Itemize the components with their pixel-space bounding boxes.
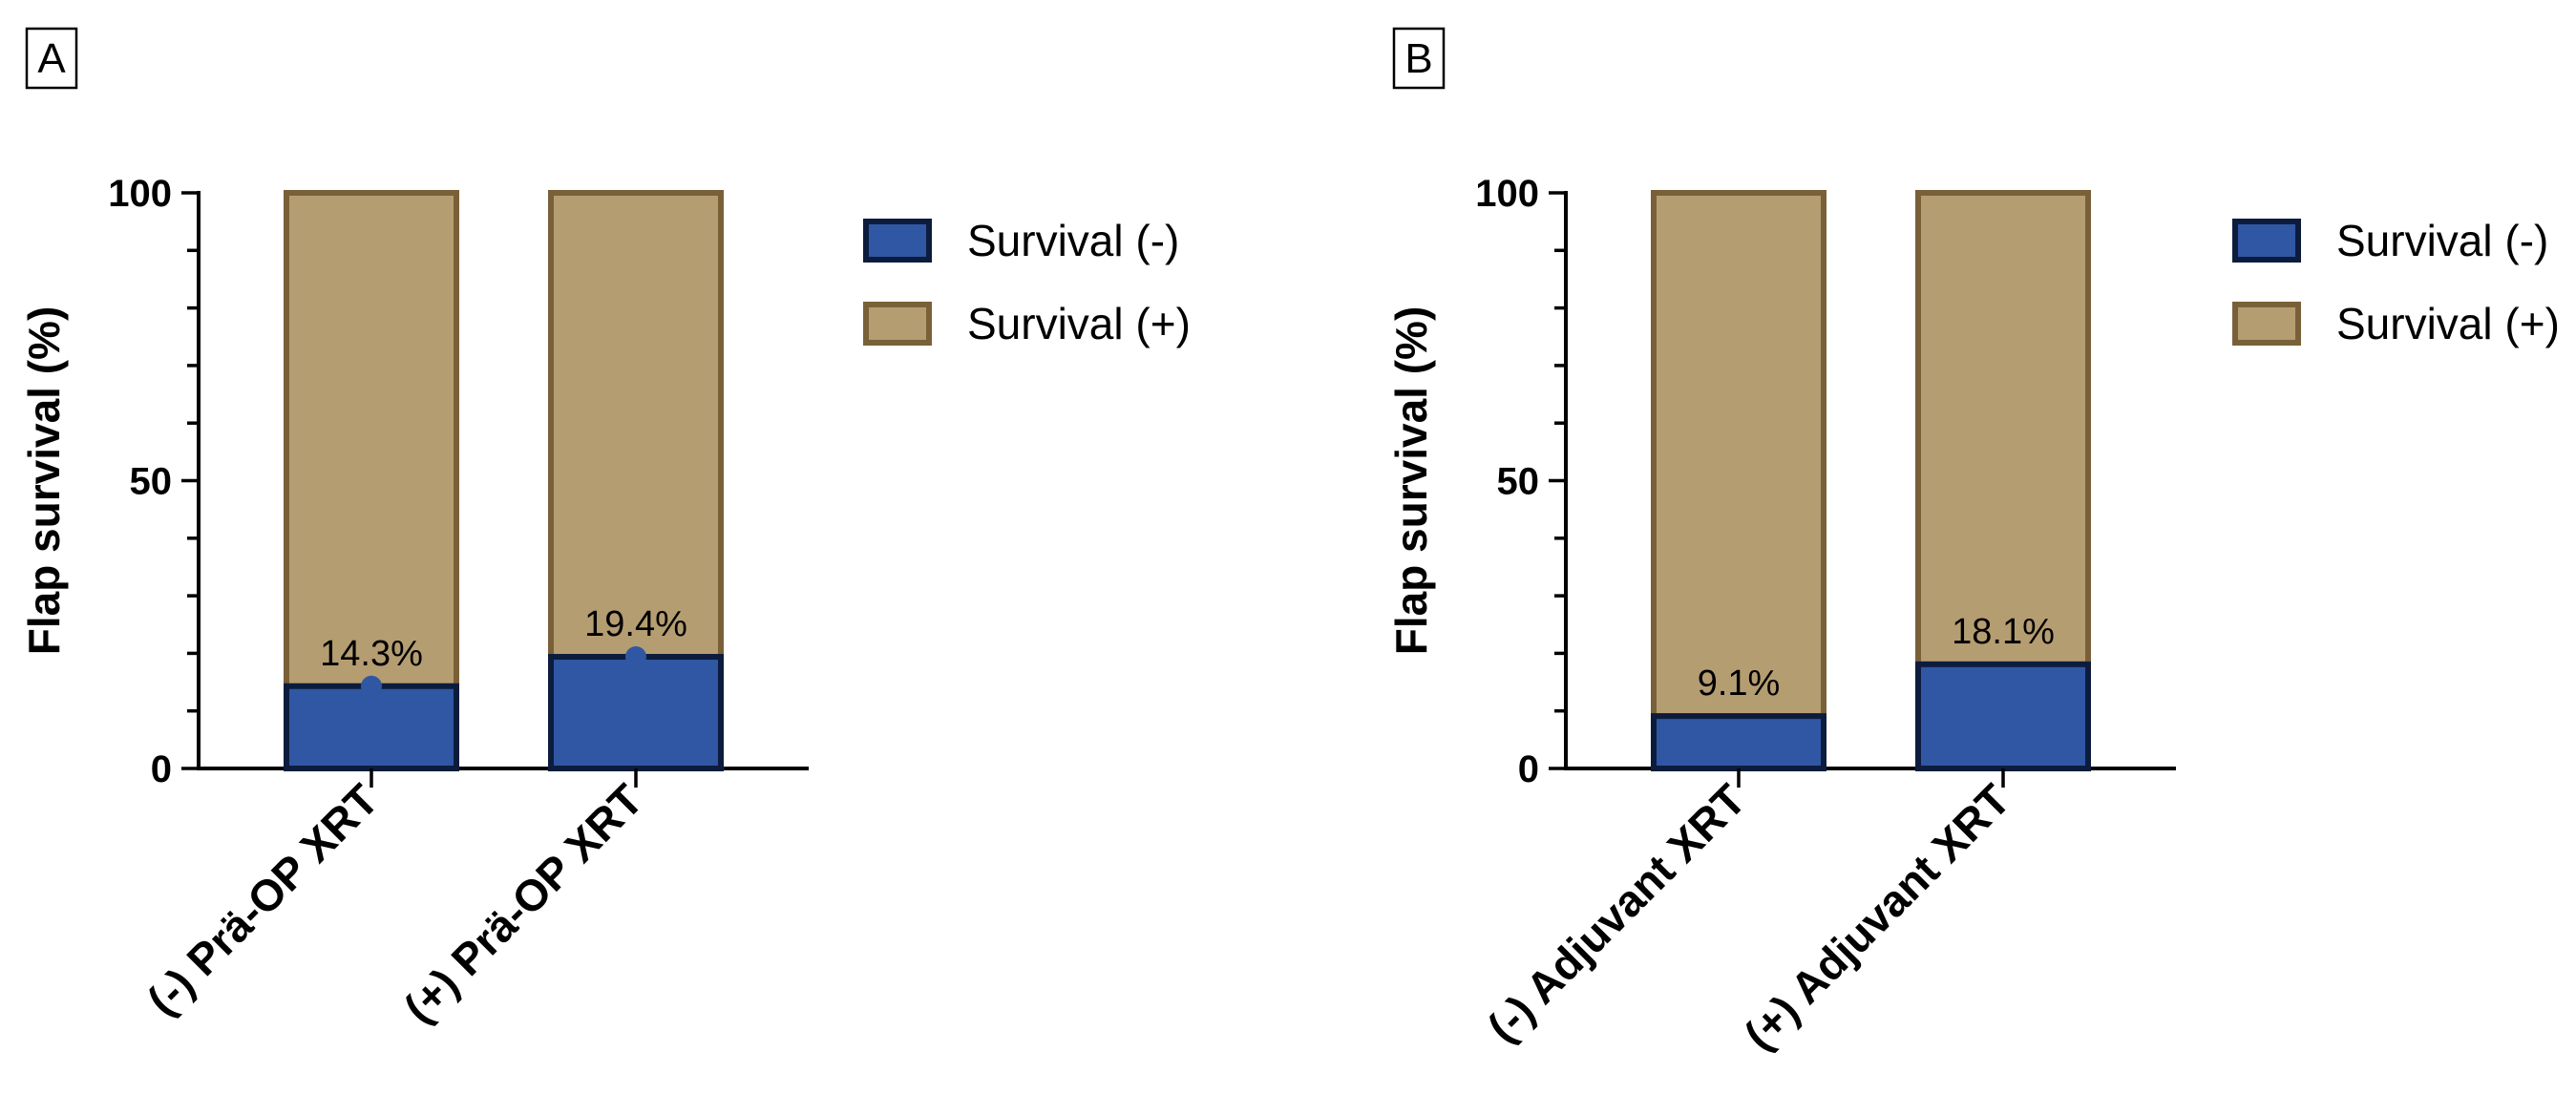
panel-label: B — [1404, 35, 1432, 82]
y-tick-label: 0 — [151, 748, 172, 790]
bar-survival-neg — [1651, 713, 1826, 772]
legend-swatch-survival-pos — [2232, 302, 2301, 346]
x-category-label: (+) Adjuvant XRT — [1735, 774, 2019, 1059]
bar-survival-pos — [1651, 190, 1826, 720]
bar-survival-neg — [1915, 661, 2091, 771]
bar-group-0: 14.3% — [284, 190, 459, 771]
y-tick-label: 100 — [108, 173, 172, 215]
y-tick-label: 100 — [1475, 173, 1539, 215]
bar-survival-pos — [284, 190, 459, 689]
legend-entry-label: Survival (-) — [2336, 216, 2548, 265]
y-tick-label: 50 — [1497, 461, 1540, 503]
bar-group-0: 9.1% — [1651, 190, 1826, 772]
legend-swatch-survival-neg — [2232, 219, 2301, 263]
panel-label-box: A — [25, 27, 78, 90]
bar-survival-neg — [548, 654, 724, 772]
data-label: 14.3% — [320, 634, 423, 674]
bar-survival-pos — [1915, 190, 2091, 667]
chart-panel-a: A 0 50 100 Flap survival (%) 14.3% (-) Prä-OP … — [19, 27, 1191, 1033]
x-category-label: (-) Adjuvant XRT — [1478, 774, 1755, 1051]
panel-label-frame — [25, 27, 78, 90]
data-point-marker — [361, 675, 382, 697]
bar-group-1: 18.1% — [1915, 190, 2091, 771]
bar-survival-pos — [548, 190, 724, 661]
bar-survival-neg — [284, 683, 459, 771]
y-axis-label: Flap survival (%) — [1386, 306, 1436, 656]
legend: Survival (-) Survival (+) — [863, 216, 1191, 348]
data-point-marker — [625, 646, 646, 668]
bar-group-1: 19.4% — [548, 190, 724, 772]
x-category-label: (+) Prä-OP XRT — [394, 774, 652, 1032]
legend-entry-label: Survival (+) — [967, 299, 1191, 348]
y-tick-label: 0 — [1518, 748, 1539, 790]
legend-swatch-survival-pos — [863, 302, 932, 346]
panel-label-box: B — [1392, 27, 1446, 90]
x-category-label: (-) Prä-OP XRT — [137, 774, 388, 1024]
chart-panel-b: B 0 50 100 Flap survival (%) 9.1% (-) Adjuvant… — [1386, 27, 2560, 1060]
panel-label: A — [37, 35, 66, 82]
data-label: 19.4% — [584, 604, 687, 644]
data-label: 18.1% — [1952, 612, 2055, 652]
legend: Survival (-) Survival (+) — [2232, 216, 2560, 348]
panel-label-frame — [1392, 27, 1446, 90]
y-tick-label: 50 — [130, 461, 173, 503]
legend-entry-label: Survival (+) — [2336, 299, 2560, 348]
y-axis-label: Flap survival (%) — [19, 306, 69, 656]
data-label: 9.1% — [1698, 663, 1781, 704]
legend-entry-label: Survival (-) — [967, 216, 1179, 265]
legend-swatch-survival-neg — [863, 219, 932, 263]
